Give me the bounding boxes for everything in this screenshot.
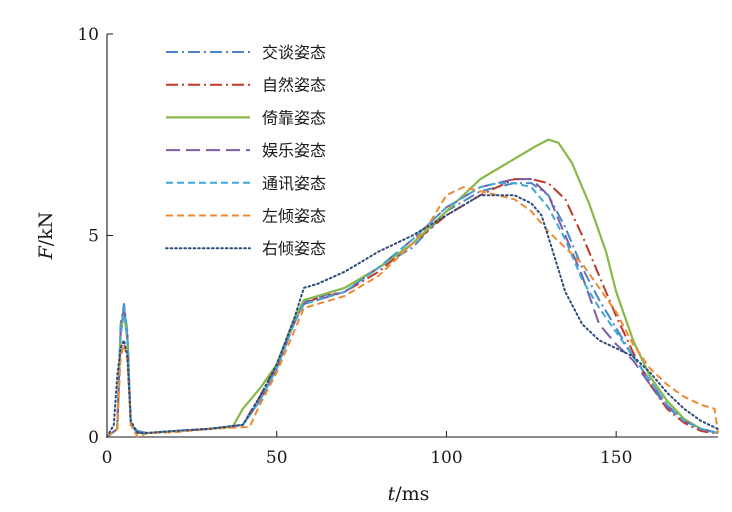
legend-label-2: 自然姿态: [262, 76, 326, 95]
y-tick-label: 5: [88, 227, 99, 247]
x-tick-label: 50: [266, 448, 288, 468]
y-axis-unit: kN: [35, 212, 57, 240]
y-tick-label: 0: [88, 428, 99, 448]
series-line-1: [106, 182, 719, 438]
x-axis-title: t/ms: [388, 483, 430, 505]
axes: 0 50 100 150 0 5 10: [77, 25, 718, 468]
legend-label-7: 右倾姿态: [262, 239, 326, 258]
legend-label-4: 娱乐姿态: [262, 141, 326, 160]
x-tick-label: 150: [600, 448, 632, 468]
x-axis-slash: /: [395, 483, 402, 505]
y-axis-quantity: F: [35, 245, 57, 260]
series-line-6: [106, 186, 719, 438]
x-tick-label: 0: [102, 448, 113, 468]
y-tick-label: 10: [77, 25, 99, 45]
series-group: [106, 138, 719, 438]
x-axis-unit: ms: [402, 483, 430, 505]
y-axis-title: F/kN: [35, 212, 57, 261]
series-line-3: [106, 138, 719, 438]
series-line-2: [106, 178, 719, 438]
x-axis-quantity: t: [388, 483, 396, 505]
legend-label-5: 通讯姿态: [262, 174, 326, 193]
x-tick-label: 100: [430, 448, 462, 468]
y-axis-slash: /: [35, 239, 57, 246]
series-line-4: [106, 178, 719, 438]
series-line-7: [106, 194, 719, 438]
legend-label-1: 交谈姿态: [262, 43, 326, 62]
legend-label-3: 倚靠姿态: [262, 108, 326, 127]
legend-label-6: 左倾姿态: [262, 207, 326, 226]
series-line-5: [106, 182, 719, 438]
